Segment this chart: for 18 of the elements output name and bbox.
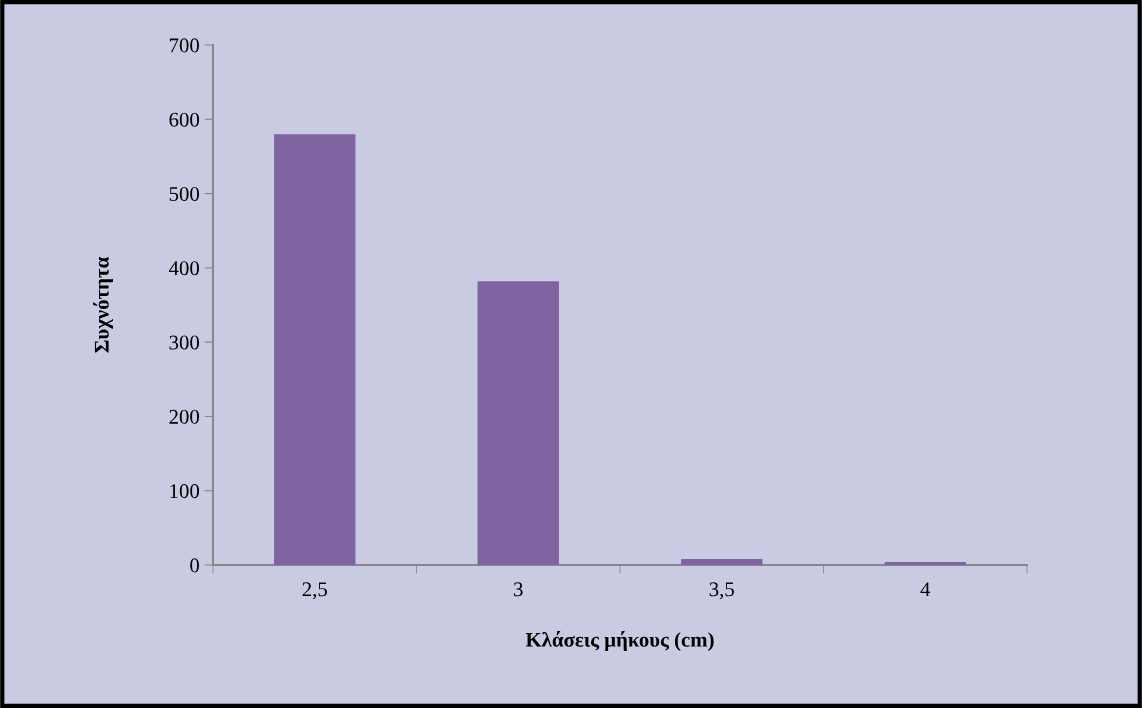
x-tick-label: 2,5	[302, 582, 327, 600]
x-tick-label: 4	[920, 582, 931, 597]
bar	[477, 281, 559, 565]
y-tick-label: 500	[169, 186, 200, 201]
y-tick-label: 0	[190, 558, 200, 573]
bar	[884, 562, 966, 565]
bar	[274, 134, 356, 565]
bar	[681, 559, 763, 565]
y-axis-title: Συχνότητα	[93, 256, 113, 353]
x-tick-label: 3	[514, 582, 523, 597]
x-axis-title: Κλάσεις μήκους (cm)	[525, 631, 714, 652]
y-tick-label: 300	[169, 335, 200, 350]
y-tick-label: 100	[170, 484, 200, 499]
y-tick-label: 600	[169, 112, 200, 127]
y-tick-label: 200	[169, 409, 200, 424]
y-tick-label: 700	[169, 38, 200, 53]
x-tick-label: 3,5	[709, 582, 734, 600]
y-tick-label: 400	[168, 261, 200, 276]
